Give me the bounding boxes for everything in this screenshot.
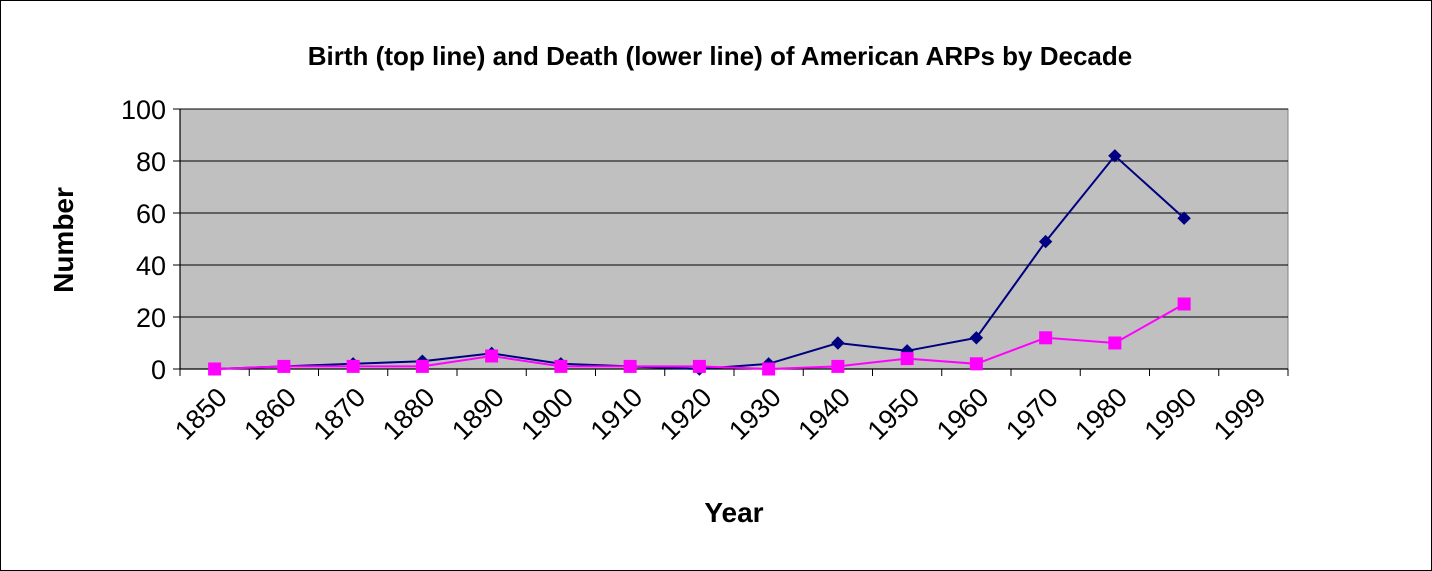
data-point-series-2 [485, 349, 499, 363]
data-point-series-2 [1108, 336, 1122, 350]
x-tick-label: 1920 [654, 382, 718, 446]
x-tick-label: 1960 [931, 382, 995, 446]
data-point-series-1 [1038, 234, 1053, 249]
x-tick-label: 1910 [585, 382, 649, 446]
y-tick-label: 60 [136, 199, 166, 229]
y-tick-label: 40 [136, 251, 166, 281]
data-point-series-1 [1177, 211, 1191, 225]
y-tick-label: 0 [151, 355, 166, 385]
data-point-series-2 [346, 359, 360, 373]
data-point-series-2 [831, 359, 845, 373]
chart-title: Birth (top line) and Death (lower line) … [308, 41, 1132, 71]
data-point-series-1 [1108, 149, 1122, 163]
data-point-series-2 [415, 359, 429, 373]
x-tick-label: 1900 [515, 382, 579, 446]
data-point-series-1 [969, 331, 984, 345]
x-tick-label: 1860 [238, 382, 302, 446]
x-tick-label: 1880 [377, 382, 441, 446]
data-point-series-2 [762, 362, 776, 376]
data-point-series-2 [277, 359, 291, 373]
data-point-series-2 [692, 359, 706, 373]
data-point-series-2 [1039, 331, 1053, 345]
x-tick-label: 1999 [1208, 382, 1272, 446]
data-point-series-2 [208, 362, 222, 376]
y-tick-label: 80 [136, 147, 166, 177]
plot-background [179, 108, 1289, 370]
x-tick-label: 1980 [1069, 382, 1133, 446]
x-tick-label: 1940 [792, 382, 856, 446]
y-axis-title: Number [48, 187, 79, 293]
data-point-series-2 [623, 359, 637, 373]
x-tick-label: 1930 [723, 382, 787, 446]
x-axis-title: Year [704, 497, 763, 528]
data-point-series-2 [554, 359, 568, 373]
data-point-series-2 [1177, 297, 1191, 311]
data-point-series-1 [831, 336, 845, 350]
x-tick-label: 1850 [169, 382, 233, 446]
x-tick-label: 1970 [1000, 382, 1064, 446]
data-point-series-2 [969, 357, 983, 371]
y-tick-label: 20 [136, 303, 166, 333]
data-point-series-2 [900, 352, 914, 366]
x-tick-label: 1950 [862, 382, 926, 446]
y-tick-label: 100 [121, 95, 166, 125]
x-tick-label: 1990 [1139, 382, 1203, 446]
x-tick-label: 1870 [308, 382, 372, 446]
x-tick-label: 1890 [446, 382, 510, 446]
